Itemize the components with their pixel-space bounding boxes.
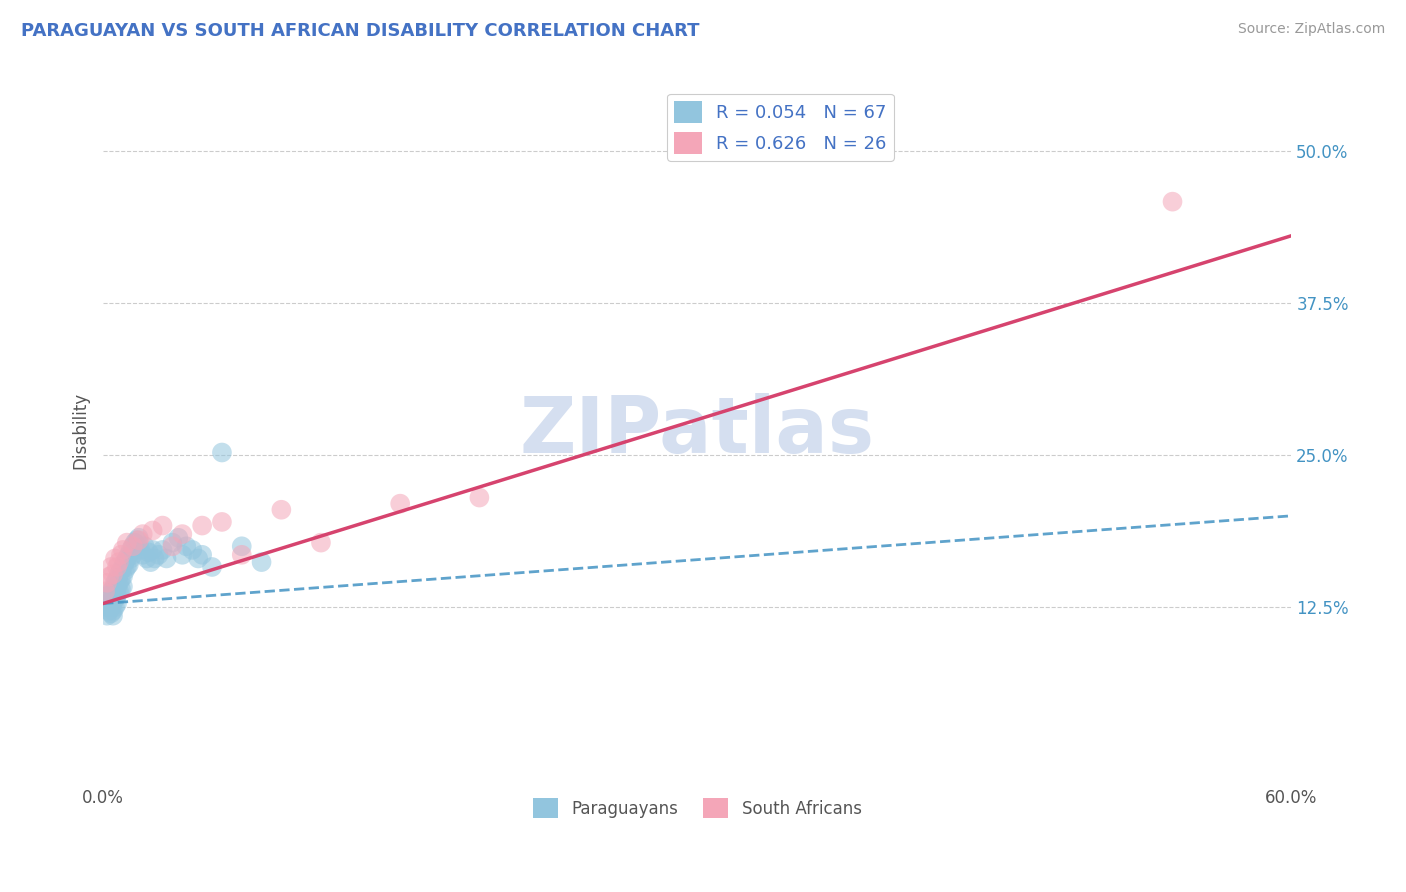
Point	[120, 551, 142, 566]
Point	[104, 600, 127, 615]
Point	[105, 560, 128, 574]
Point	[211, 515, 233, 529]
Point	[191, 518, 214, 533]
Point	[104, 584, 127, 599]
Point	[110, 572, 132, 586]
Point	[121, 539, 143, 553]
Point	[115, 535, 138, 549]
Point	[118, 558, 141, 572]
Point	[94, 594, 117, 608]
Point	[124, 535, 146, 549]
Point	[98, 570, 121, 584]
Point	[98, 597, 121, 611]
Point	[191, 548, 214, 562]
Point	[231, 539, 253, 553]
Point	[129, 543, 152, 558]
Point	[94, 584, 117, 599]
Point	[231, 548, 253, 562]
Text: Source: ZipAtlas.com: Source: ZipAtlas.com	[1237, 22, 1385, 37]
Point	[114, 564, 136, 578]
Point	[101, 608, 124, 623]
Point	[101, 604, 124, 618]
Point	[104, 575, 127, 590]
Point	[270, 502, 292, 516]
Point	[114, 555, 136, 569]
Text: ZIPatlas: ZIPatlas	[520, 392, 875, 468]
Point	[105, 582, 128, 596]
Point	[134, 539, 156, 553]
Point	[181, 543, 204, 558]
Point	[96, 575, 118, 590]
Point	[100, 606, 122, 620]
Point	[96, 608, 118, 623]
Point	[110, 582, 132, 596]
Point	[108, 584, 131, 599]
Point	[98, 604, 121, 618]
Point	[101, 582, 124, 596]
Point	[96, 600, 118, 615]
Point	[167, 531, 190, 545]
Point	[111, 560, 134, 574]
Point	[121, 548, 143, 562]
Point	[111, 579, 134, 593]
Point	[118, 548, 141, 562]
Point	[100, 600, 122, 615]
Point	[115, 551, 138, 566]
Point	[201, 560, 224, 574]
Point	[142, 543, 165, 558]
Point	[110, 564, 132, 578]
Point	[211, 445, 233, 459]
Point	[108, 567, 131, 582]
Point	[101, 591, 124, 606]
Point	[120, 543, 142, 558]
Point	[162, 535, 184, 549]
Point	[132, 548, 155, 562]
Point	[162, 539, 184, 553]
Text: PARAGUAYAN VS SOUTH AFRICAN DISABILITY CORRELATION CHART: PARAGUAYAN VS SOUTH AFRICAN DISABILITY C…	[21, 22, 700, 40]
Point	[148, 548, 170, 562]
Point	[104, 591, 127, 606]
Point	[132, 527, 155, 541]
Point	[100, 584, 122, 599]
Point	[105, 572, 128, 586]
Point	[111, 570, 134, 584]
Legend: Paraguayans, South Africans: Paraguayans, South Africans	[526, 791, 868, 825]
Point	[172, 548, 194, 562]
Point	[250, 555, 273, 569]
Point	[143, 551, 166, 566]
Point	[176, 539, 198, 553]
Point	[135, 551, 157, 566]
Point	[100, 560, 122, 574]
Point	[125, 533, 148, 548]
Point	[309, 535, 332, 549]
Point	[155, 551, 177, 566]
Point	[108, 575, 131, 590]
Point	[152, 518, 174, 533]
Point	[121, 539, 143, 553]
Point	[1161, 194, 1184, 209]
Point	[142, 524, 165, 538]
Point	[152, 543, 174, 558]
Y-axis label: Disability: Disability	[72, 392, 89, 469]
Point	[139, 555, 162, 569]
Point	[111, 543, 134, 558]
Point	[105, 597, 128, 611]
Point	[389, 497, 412, 511]
Point	[468, 491, 491, 505]
Point	[187, 551, 209, 566]
Point	[172, 527, 194, 541]
Point	[128, 531, 150, 545]
Point	[115, 560, 138, 574]
Point	[108, 555, 131, 569]
Point	[101, 597, 124, 611]
Point	[138, 545, 160, 559]
Point	[101, 567, 124, 582]
Point	[105, 588, 128, 602]
Point	[128, 533, 150, 548]
Point	[98, 588, 121, 602]
Point	[104, 551, 127, 566]
Point	[100, 594, 122, 608]
Point	[110, 548, 132, 562]
